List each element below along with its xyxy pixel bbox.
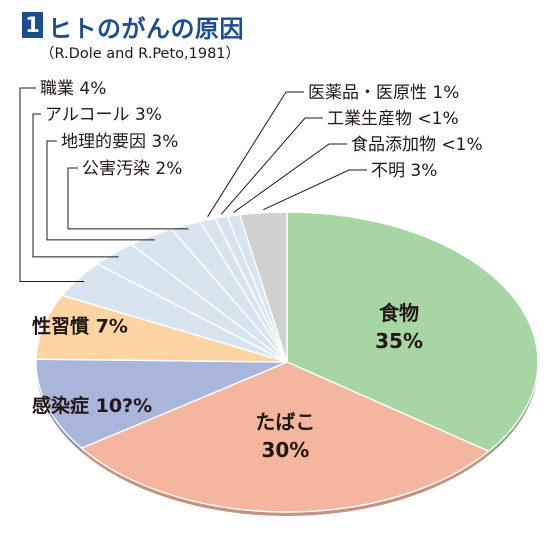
slice-label-1: たばこ [255, 410, 315, 434]
callout-line-4 [19, 87, 85, 282]
callout-line-5 [32, 113, 119, 258]
slice-label-10: 食品添加物 <1% [351, 135, 483, 155]
pie-slice-11 [239, 211, 288, 363]
callout-line-11 [263, 169, 367, 211]
pie-slice-2 [35, 358, 288, 449]
pie-slice-3 [35, 294, 288, 363]
slice-label-3: 性習慣 7% [32, 314, 128, 337]
slice-label-5: アルコール 3% [45, 105, 162, 125]
slice-label-4: 職業 4% [40, 79, 106, 99]
slice-label-11: 不明 3% [371, 161, 437, 181]
pie-slice-0 [286, 211, 539, 452]
slice-label-7: 公害汚染 2% [82, 159, 182, 179]
callout-line-8 [207, 91, 304, 217]
chart-source: （R.Dole and R.Peto,1981） [40, 46, 241, 62]
callout-line-6 [46, 140, 155, 241]
slice-label-9: 工業生産物 <1% [327, 109, 459, 129]
callout-line-9 [220, 117, 323, 215]
callout-line-10 [233, 143, 347, 213]
slice-label-0: 食物 [379, 301, 419, 325]
slice-label-2: 感染症 10?% [32, 394, 152, 417]
callout-line-7 [67, 167, 189, 230]
slice-label-6: 地理的要因 3% [61, 132, 178, 152]
slice-value-0: 35% [375, 329, 423, 353]
chart-header: 1 ヒトのがんの原因 （R.Dole and R.Peto,1981） [0, 0, 555, 70]
slice-value-1: 30% [261, 438, 309, 462]
pie-slice-1 [80, 361, 490, 513]
slice-label-8: 医薬品・医原性 1% [308, 83, 459, 103]
chart-title: ヒトのがんの原因 [48, 15, 244, 43]
figure-number: 1 [22, 12, 43, 38]
